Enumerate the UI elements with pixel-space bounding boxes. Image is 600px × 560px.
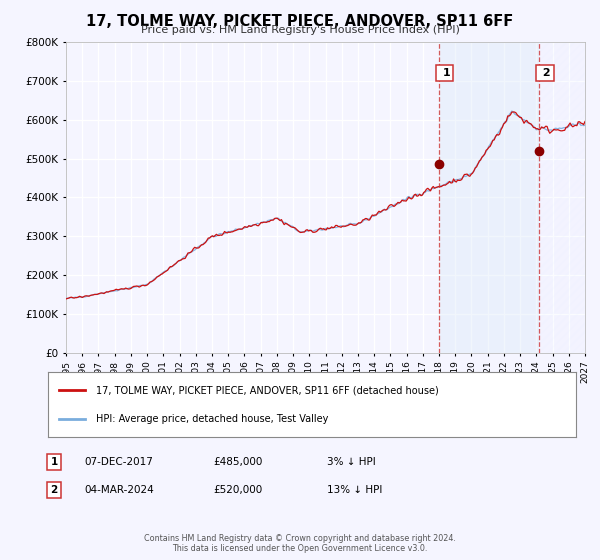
- Text: 04-MAR-2024: 04-MAR-2024: [84, 485, 154, 495]
- Text: 13% ↓ HPI: 13% ↓ HPI: [327, 485, 382, 495]
- Bar: [539, 42, 585, 353]
- Text: HPI: Average price, detached house, Test Valley: HPI: Average price, detached house, Test…: [95, 414, 328, 424]
- Text: £485,000: £485,000: [213, 457, 262, 467]
- Text: 2: 2: [50, 485, 58, 495]
- Text: 1: 1: [50, 457, 58, 467]
- Bar: [439, 42, 539, 353]
- Text: Contains HM Land Registry data © Crown copyright and database right 2024.
This d: Contains HM Land Registry data © Crown c…: [144, 534, 456, 553]
- Text: 17, TOLME WAY, PICKET PIECE, ANDOVER, SP11 6FF (detached house): 17, TOLME WAY, PICKET PIECE, ANDOVER, SP…: [95, 385, 438, 395]
- Text: 07-DEC-2017: 07-DEC-2017: [84, 457, 153, 467]
- Text: £520,000: £520,000: [213, 485, 262, 495]
- Text: 3% ↓ HPI: 3% ↓ HPI: [327, 457, 376, 467]
- Text: 17, TOLME WAY, PICKET PIECE, ANDOVER, SP11 6FF: 17, TOLME WAY, PICKET PIECE, ANDOVER, SP…: [86, 14, 514, 29]
- Text: 1: 1: [439, 68, 451, 78]
- Text: 2: 2: [539, 68, 551, 78]
- Text: Price paid vs. HM Land Registry's House Price Index (HPI): Price paid vs. HM Land Registry's House …: [140, 25, 460, 35]
